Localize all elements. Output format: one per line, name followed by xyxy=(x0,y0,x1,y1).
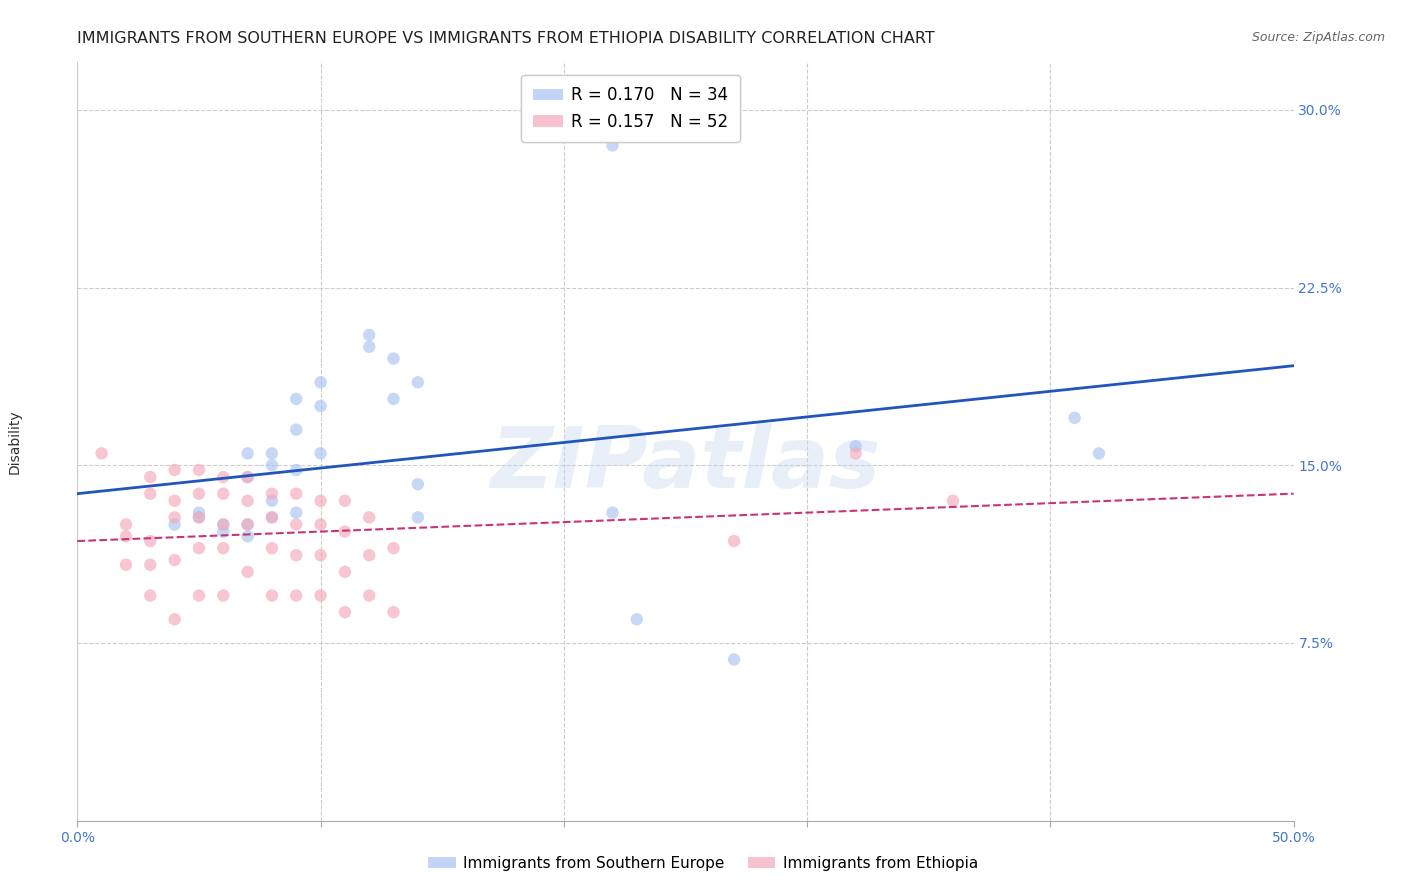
Point xyxy=(406,477,429,491)
Point xyxy=(115,558,138,572)
Point xyxy=(236,470,259,484)
Text: IMMIGRANTS FROM SOUTHERN EUROPE VS IMMIGRANTS FROM ETHIOPIA DISABILITY CORRELATI: IMMIGRANTS FROM SOUTHERN EUROPE VS IMMIG… xyxy=(77,31,935,46)
Point xyxy=(260,541,283,556)
Point xyxy=(139,534,162,549)
Point xyxy=(139,589,162,603)
Point xyxy=(309,517,332,532)
Point xyxy=(309,548,332,563)
Point xyxy=(115,529,138,543)
Point xyxy=(285,486,308,500)
Point xyxy=(285,392,308,406)
Point xyxy=(309,376,332,390)
Point xyxy=(285,517,308,532)
Point xyxy=(309,446,332,460)
Point xyxy=(359,327,381,342)
Point xyxy=(236,493,259,508)
Point xyxy=(309,493,332,508)
Point xyxy=(602,138,624,153)
Point xyxy=(212,524,235,539)
Point xyxy=(163,463,186,477)
Point xyxy=(602,506,624,520)
Point xyxy=(260,458,283,473)
Point xyxy=(260,446,283,460)
Point xyxy=(236,470,259,484)
Point xyxy=(285,589,308,603)
Point xyxy=(260,510,283,524)
Y-axis label: Disability: Disability xyxy=(8,409,21,474)
Point xyxy=(139,558,162,572)
Point xyxy=(212,517,235,532)
Point xyxy=(212,470,235,484)
Point xyxy=(212,486,235,500)
Point xyxy=(845,439,868,453)
Point xyxy=(115,517,138,532)
Text: Source: ZipAtlas.com: Source: ZipAtlas.com xyxy=(1251,31,1385,45)
Point xyxy=(406,376,429,390)
Point xyxy=(309,589,332,603)
Point xyxy=(359,589,381,603)
Point xyxy=(236,565,259,579)
Point xyxy=(285,463,308,477)
Point xyxy=(212,589,235,603)
Point xyxy=(723,534,745,549)
Point xyxy=(285,423,308,437)
Point xyxy=(236,517,259,532)
Point xyxy=(163,612,186,626)
Point xyxy=(188,506,211,520)
Point xyxy=(188,541,211,556)
Point xyxy=(212,517,235,532)
Point xyxy=(236,446,259,460)
Point xyxy=(626,612,648,626)
Point xyxy=(723,652,745,666)
Point xyxy=(139,486,162,500)
Point xyxy=(285,548,308,563)
Point xyxy=(333,565,356,579)
Point xyxy=(333,493,356,508)
Point xyxy=(188,589,211,603)
Point xyxy=(285,506,308,520)
Point xyxy=(845,446,868,460)
Point xyxy=(359,340,381,354)
Point xyxy=(382,541,405,556)
Point xyxy=(382,351,405,366)
Point xyxy=(406,510,429,524)
Point xyxy=(139,470,162,484)
Point xyxy=(382,605,405,619)
Point xyxy=(188,510,211,524)
Point xyxy=(1088,446,1111,460)
Point xyxy=(942,493,965,508)
Point xyxy=(359,510,381,524)
Point xyxy=(212,541,235,556)
Point xyxy=(333,605,356,619)
Point xyxy=(90,446,112,460)
Point xyxy=(260,493,283,508)
Point xyxy=(1063,410,1085,425)
Point xyxy=(382,392,405,406)
Text: ZIPatlas: ZIPatlas xyxy=(491,423,880,506)
Legend: R = 0.170   N = 34, R = 0.157   N = 52: R = 0.170 N = 34, R = 0.157 N = 52 xyxy=(522,75,740,142)
Point xyxy=(188,463,211,477)
Point xyxy=(163,493,186,508)
Point xyxy=(163,553,186,567)
Point xyxy=(333,524,356,539)
Point xyxy=(260,486,283,500)
Point xyxy=(236,517,259,532)
Point xyxy=(309,399,332,413)
Point xyxy=(359,548,381,563)
Point xyxy=(188,510,211,524)
Point xyxy=(163,517,186,532)
Point xyxy=(260,589,283,603)
Point xyxy=(236,529,259,543)
Point xyxy=(260,510,283,524)
Point xyxy=(163,510,186,524)
Legend: Immigrants from Southern Europe, Immigrants from Ethiopia: Immigrants from Southern Europe, Immigra… xyxy=(422,850,984,877)
Point xyxy=(188,486,211,500)
